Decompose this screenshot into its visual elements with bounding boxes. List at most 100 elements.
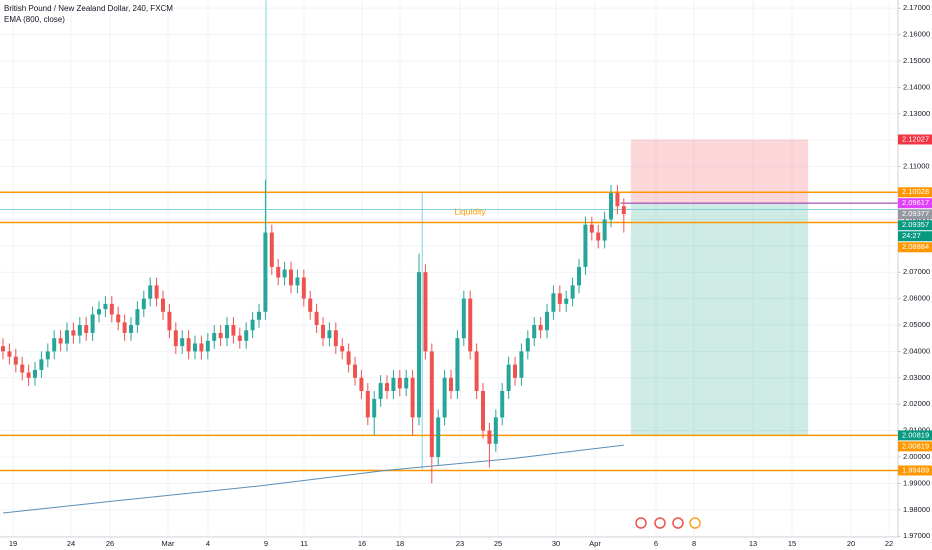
candle-body [359,377,364,392]
candle-body [141,298,146,310]
candle-body [161,298,166,312]
price-tag-label: 2.10028 [902,187,929,196]
candle-body [519,351,524,378]
y-tick-label: 2.05000 [903,320,930,329]
candle-body [186,338,191,352]
candle-body [525,338,530,352]
candle-body [538,324,543,331]
chart-title: British Pound / New Zealand Dollar, 240,… [4,4,173,13]
candle-body [135,309,140,325]
candle-body [365,391,370,418]
candle-body [583,224,588,267]
candle-body [308,298,313,312]
candle-body [244,330,249,341]
candle-body [180,338,185,347]
candle-body [577,266,582,286]
candle-body [487,430,492,444]
candle-body [250,319,255,331]
candle-body [77,324,82,336]
x-tick-label: 18 [396,539,404,548]
event-icon [672,517,684,529]
candle-body [513,364,518,378]
candle-body [295,277,300,286]
candle-body [33,369,38,378]
candle-body [13,356,18,365]
candle-body [314,311,319,325]
x-tick-label: 25 [494,539,502,548]
candle-body [39,359,44,370]
candle-body [26,372,31,378]
candle-body [385,383,390,392]
y-tick-label: 2.16000 [903,30,930,39]
candle-body [417,272,422,418]
candle-body [333,330,338,347]
x-tick-label: 20 [847,539,855,548]
price-tag-label: 2.12027 [902,134,929,143]
price-tag-label: 2.00819 [902,441,929,450]
candle-body [199,343,204,352]
candle-body [481,391,486,431]
y-tick-label: 2.14000 [903,82,930,91]
candle-body [449,377,454,392]
price-tag-label: 2.09377 [902,209,929,218]
time-axis-bg [0,537,932,550]
candle-body [212,332,217,341]
candle-body [205,340,210,352]
x-tick-label: 9 [264,539,268,548]
candle-body [378,383,383,399]
candle-body [506,364,511,392]
drawings: Liquidity [0,0,898,514]
candle-body [45,351,50,360]
candle-body [65,330,70,344]
y-tick-label: 2.07000 [903,267,930,276]
liquidity-label: Liquidity [454,207,486,217]
candle-body [346,351,351,365]
x-tick-label: Apr [589,539,601,548]
candle-body [442,377,447,418]
x-tick-label: 23 [456,539,464,548]
price-tag [898,187,932,198]
candle-body [84,324,89,333]
candle-body [90,314,95,333]
candle-body [1,346,6,352]
candle-body [122,322,127,333]
price-tag [898,220,932,231]
event-icons [635,517,701,529]
candle-body [532,324,537,339]
target-zone [630,203,809,436]
candle-body [570,285,575,299]
candle-body [557,293,562,304]
y-tick-label: 2.03000 [903,373,930,382]
candle-body [397,377,402,389]
y-tick-label: 2.04000 [903,346,930,355]
price-tag [898,134,932,145]
candle-body [58,338,63,344]
stop-zone [630,139,809,204]
candle-body [225,324,230,339]
candle-body [372,398,377,418]
x-tick-label: 15 [788,539,796,548]
candle-body [52,338,57,352]
candle-body [148,285,153,299]
event-icon [689,517,701,529]
candle-body [20,364,25,373]
candle-body [474,351,479,392]
candle-body [423,272,428,352]
price-tag-label: 2.09617 [902,198,929,207]
candle-body [468,298,473,352]
candle-body [429,351,434,458]
x-tick-label: Mar [162,539,175,548]
candle-body [545,311,550,331]
candle-body [602,219,607,241]
candle-body [154,285,159,299]
candle-body [282,269,287,278]
candle-body [551,293,556,312]
candle-body [436,417,441,458]
candle-body [116,314,121,323]
candle-body [455,338,460,392]
x-tick-label: 26 [106,539,114,548]
candle-body [237,335,242,341]
candle-body [71,330,76,336]
